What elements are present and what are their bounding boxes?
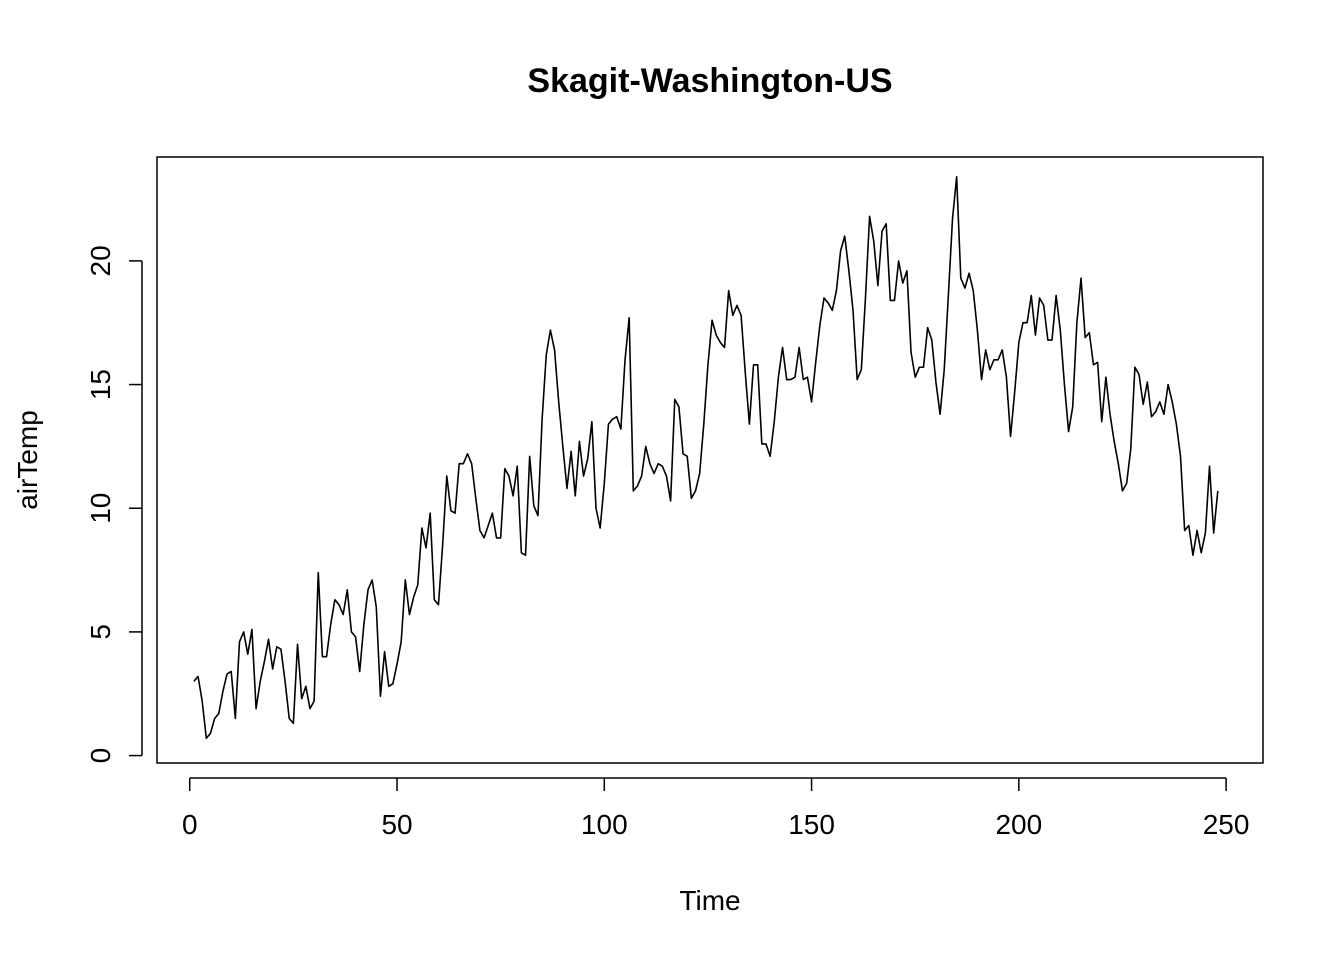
y-axis: 0 5 10 15 20 <box>85 245 143 764</box>
chart-title: Skagit-Washington-US <box>527 62 892 100</box>
y-tick-label: 20 <box>85 245 116 276</box>
plot-frame <box>156 156 1264 764</box>
x-tick-label: 150 <box>788 809 835 840</box>
series-line <box>193 175 1219 740</box>
x-axis: 0 50 100 150 200 250 <box>182 777 1250 840</box>
x-tick-label: 50 <box>381 809 412 840</box>
x-tick-label: 100 <box>581 809 628 840</box>
x-tick-label: 250 <box>1203 809 1250 840</box>
y-tick-label: 10 <box>85 493 116 524</box>
x-axis-title: Time <box>679 885 740 916</box>
y-tick-label: 5 <box>85 624 116 640</box>
x-tick-label: 200 <box>995 809 1042 840</box>
series-layer <box>193 175 1219 740</box>
y-axis-title: airTemp <box>12 410 43 510</box>
y-tick-label: 0 <box>85 748 116 764</box>
x-tick-label: 0 <box>182 809 198 840</box>
y-tick-label: 15 <box>85 369 116 400</box>
